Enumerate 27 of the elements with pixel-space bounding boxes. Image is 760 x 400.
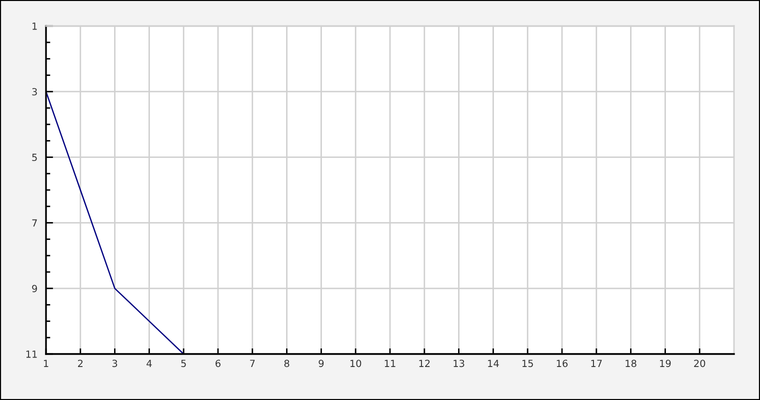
x-tick-label: 16: [556, 360, 568, 368]
x-tick-label: 18: [626, 360, 636, 368]
x-tick-label: 11: [384, 360, 396, 367]
x-tick-label: 8: [284, 360, 290, 368]
x-tick-label: 19: [660, 360, 671, 368]
x-tick-label: 2: [78, 360, 83, 367]
y-tick-label: 3: [32, 88, 37, 96]
x-tick-label: 15: [522, 360, 533, 368]
y-tick-label: 7: [32, 219, 37, 226]
x-tick-label: 13: [454, 360, 464, 368]
x-tick-label: 7: [250, 360, 255, 367]
y-tick-label: 5: [32, 154, 37, 162]
line-series: [46, 90, 184, 354]
x-tick-label: 4: [146, 360, 152, 367]
x-tick-label: 3: [112, 360, 118, 368]
x-tick-label: 1: [44, 360, 48, 367]
y-tick-label: 1: [32, 22, 37, 30]
x-tick-label: 9: [318, 360, 324, 368]
x-tick-label: 10: [350, 360, 362, 368]
x-tick-label: 12: [419, 360, 430, 367]
x-tick-label: 17: [591, 360, 602, 367]
x-tick-label: 14: [488, 360, 499, 367]
x-tick-label: 5: [181, 360, 186, 368]
y-tick-label: 11: [26, 350, 37, 358]
y-tick-label: 9: [32, 284, 37, 292]
x-tick-label: 20: [694, 360, 706, 368]
x-tick-label: 6: [216, 360, 220, 368]
